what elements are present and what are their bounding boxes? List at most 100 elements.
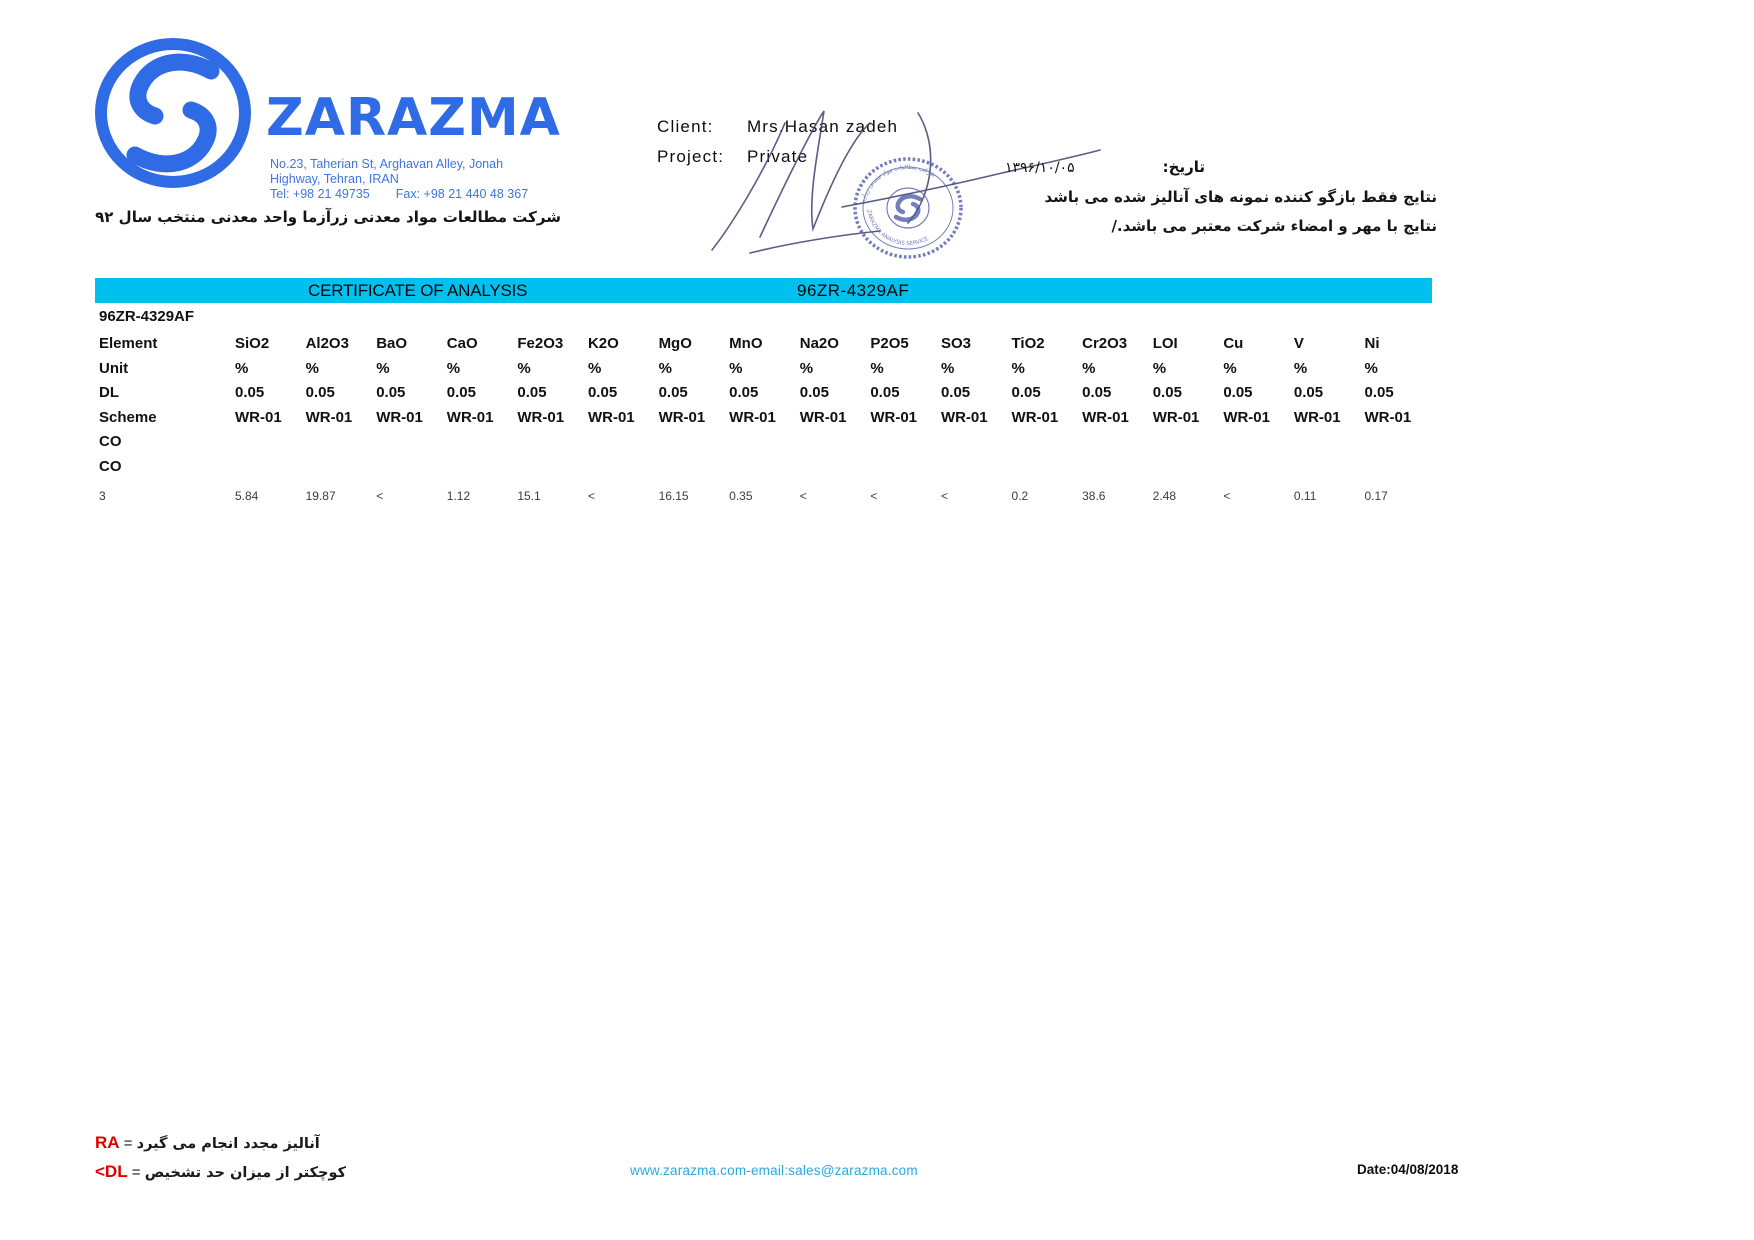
table-cell: % <box>517 359 531 377</box>
certificate-title: CERTIFICATE OF ANALYSIS <box>308 281 528 300</box>
table-row: 3 5.84 19.87 <1.12 15.1 <16.15 0.35 < < <0.2 38.6 2… <box>99 489 1439 507</box>
legend-dl: <DL = کوچکتر از میزان حد تشخیص <box>95 1162 346 1182</box>
table-cell: 0.05 <box>1011 384 1041 401</box>
table-cell: < <box>870 489 878 503</box>
svg-text:ZARAZMA ANALYSIS SERVICE: ZARAZMA ANALYSIS SERVICE <box>865 209 930 247</box>
table-row: Scheme WR-01 WR-01 WR-01 WR-01 WR-01 WR-01 WR-0… <box>99 409 1439 434</box>
table-cell: < <box>587 489 595 503</box>
table-cell: % <box>235 359 249 377</box>
table-cell: 0.05 <box>1152 384 1182 401</box>
ra-code: RA <box>95 1133 120 1152</box>
table-cell: 1.12 <box>446 489 471 503</box>
table-cell: WR-01 <box>1223 408 1270 426</box>
table-row: CO <box>99 458 1439 483</box>
dl-code: <DL <box>95 1162 128 1181</box>
table-cell: Al2O3 <box>305 335 349 352</box>
table-cell: 0.05 <box>870 384 900 401</box>
table-cell: < <box>1223 489 1231 503</box>
legend-ra: RA = آنالیز مجدد انجام می گیرد <box>95 1133 320 1153</box>
table-cell: 0.05 <box>517 384 547 401</box>
table-cell: 5.84 <box>235 489 259 503</box>
table-cell: Na2O <box>799 335 839 352</box>
table-cell: Cr2O3 <box>1082 335 1128 352</box>
date-label-fa: تاریخ: <box>1162 158 1205 176</box>
certificate-header-bar: CERTIFICATE OF ANALYSIS 96ZR-4329AF <box>95 278 1432 303</box>
company-tagline-fa: شرکت مطالعات مواد معدنی زرآزما واحد معدن… <box>95 208 561 226</box>
table-cell: MnO <box>729 335 763 352</box>
zarazma-logo-icon <box>95 38 251 188</box>
project-label: Project: <box>657 147 725 166</box>
table-cell: 0.17 <box>1364 489 1388 503</box>
stamp-text-bottom: ZARAZMA ANALYSIS SERVICE <box>865 209 930 247</box>
table-cell: 0.05 <box>940 384 971 401</box>
table-cell: % <box>1364 359 1378 377</box>
address-line-1: No.23, Taherian St, Arghavan Alley, Jona… <box>270 157 504 171</box>
company-stamp-icon: شرکت مطالعات مواد معدنی زرآزما ZARAZMA A… <box>853 157 963 259</box>
table-cell: 0.05 <box>376 384 406 401</box>
table-cell: 0.05 <box>1082 384 1112 401</box>
table-cell: 0.05 <box>587 384 618 401</box>
table-cell: 0.05 <box>305 384 335 401</box>
note-stamp-valid-fa: نتایج با مهر و امضاء شرکت معتبر می باشد.… <box>1111 217 1437 235</box>
table-cell: % <box>1293 359 1308 377</box>
table-cell: 0.05 <box>446 384 476 401</box>
row-label: CO <box>99 457 122 475</box>
table-cell: P2O5 <box>870 335 909 352</box>
table-cell: % <box>1011 359 1025 377</box>
table-cell: WR-01 <box>1293 408 1341 426</box>
table-cell: MgO <box>658 335 692 352</box>
table-cell: % <box>587 359 602 377</box>
table-cell: < <box>799 489 807 503</box>
table-cell: 2.48 <box>1152 489 1177 503</box>
table-cell: % <box>870 359 884 377</box>
table-row: CO <box>99 433 1439 458</box>
table-row: Element SiO2 Al2O3 BaO CaO Fe2O3 K2O MgO MnO Na2O… <box>99 335 1439 360</box>
analysis-table: Element SiO2 Al2O3 BaO CaO Fe2O3 K2O MgO MnO Na2O… <box>99 335 1439 507</box>
fax-number: Fax: +98 21 440 48 367 <box>395 187 529 201</box>
table-cell: % <box>1152 359 1167 377</box>
table-cell: 0.11 <box>1293 489 1317 503</box>
table-cell: % <box>446 359 461 377</box>
row-label: Element <box>99 335 158 352</box>
table-cell: % <box>305 359 319 377</box>
dl-text-fa: کوچکتر از میزان حد تشخیص <box>144 1165 346 1181</box>
table-cell: V <box>1293 335 1304 352</box>
row-label: Unit <box>99 359 129 377</box>
ra-text-fa: آنالیز مجدد انجام می گیرد <box>136 1136 320 1152</box>
tel-number: Tel: +98 21 49735 <box>270 187 370 201</box>
equals-sign: = <box>123 1135 133 1152</box>
sample-id: 96ZR-4329AF <box>99 308 195 325</box>
table-cell: WR-01 <box>587 408 635 426</box>
table-cell: Ni <box>1364 335 1380 352</box>
table-cell: WR-01 <box>446 408 494 426</box>
table-cell: Cu <box>1223 335 1244 352</box>
table-cell: CaO <box>446 335 478 352</box>
table-cell: WR-01 <box>517 408 565 426</box>
table-cell: WR-01 <box>729 408 776 426</box>
table-cell: WR-01 <box>1011 408 1059 426</box>
table-cell: 0.05 <box>658 384 688 401</box>
equals-sign: = <box>131 1164 141 1181</box>
table-cell: < <box>940 489 948 503</box>
client-value: Mrs.Hasan zadeh <box>746 117 899 136</box>
table-cell: TiO2 <box>1011 335 1045 352</box>
note-results-only-fa: نتایج فقط بازگو کننده نمونه های آنالیز ش… <box>1044 188 1437 206</box>
table-cell: 19.87 <box>305 489 336 503</box>
row-label: Scheme <box>99 408 157 426</box>
table-cell: % <box>799 359 814 377</box>
website-link[interactable]: www.zarazma.com-email:sales@zarazma.com <box>630 1163 918 1178</box>
report-number: 96ZR-4329AF <box>797 281 910 300</box>
table-cell: WR-01 <box>235 408 282 426</box>
row-label: CO <box>99 433 122 450</box>
table-cell: 38.6 <box>1082 489 1106 503</box>
table-cell: BaO <box>376 335 408 352</box>
table-cell: WR-01 <box>940 408 988 426</box>
table-cell: WR-01 <box>799 408 847 426</box>
contact-line: Tel: +98 21 49735 Fax: +98 21 440 48 367 <box>270 187 570 201</box>
stamp-text-top: شرکت مطالعات مواد معدنی زرآزما <box>859 164 937 205</box>
table-cell: 15.1 <box>517 489 541 503</box>
table-cell: 0.05 <box>1223 384 1253 401</box>
table-cell: SO3 <box>940 335 971 352</box>
table-cell: % <box>940 359 955 377</box>
table-row: Unit%%%%%%%%%%%%%%%%% <box>99 360 1439 385</box>
